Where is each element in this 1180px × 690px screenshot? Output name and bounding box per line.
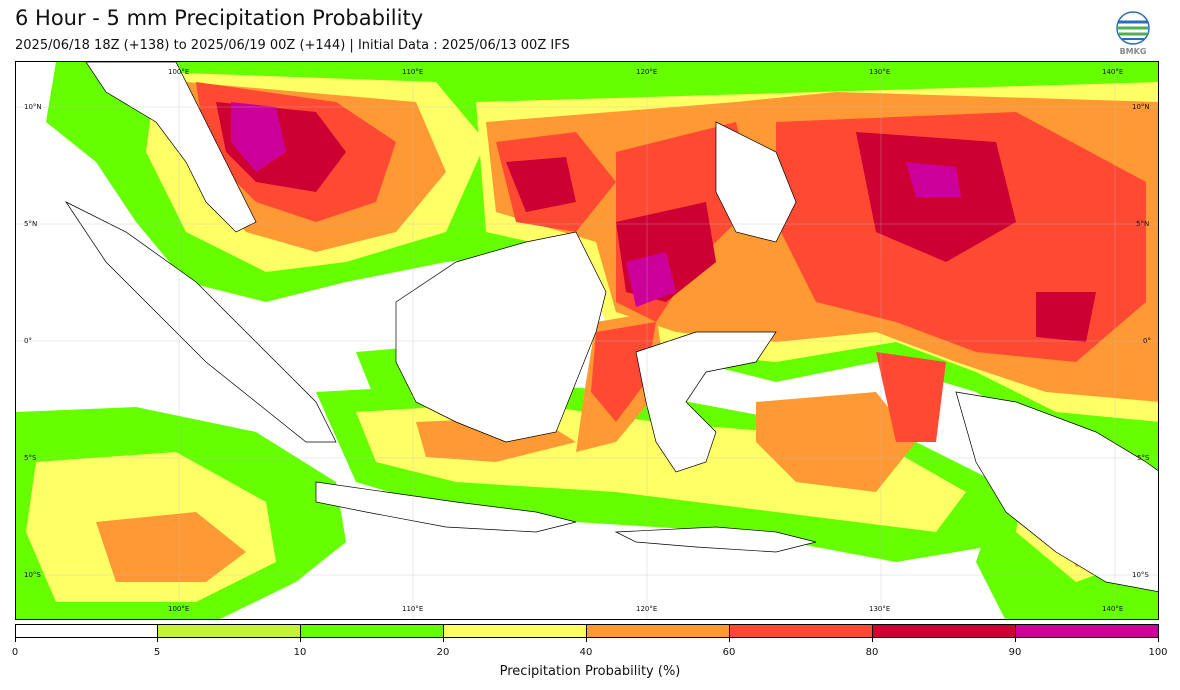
lat-label-left: 10°S (24, 571, 41, 579)
colorbar-segment (16, 625, 158, 637)
precipitation-map: 100°E 110°E 120°E 130°E 140°E 100°E 110°… (15, 61, 1159, 620)
page-subtitle: 2025/06/18 18Z (+138) to 2025/06/19 00Z … (15, 38, 570, 53)
colorbar-tick-label: 10 (293, 647, 307, 658)
lat-label-right: 10°S (1132, 571, 1149, 579)
lat-label-left: 0° (24, 337, 32, 345)
colorbar-tickmark (157, 638, 158, 642)
lon-label-top: 100°E (168, 68, 190, 76)
colorbar-tick-label: 5 (153, 647, 161, 658)
colorbar-axis-label: Precipitation Probability (%) (499, 664, 681, 679)
lat-label-left: 5°N (24, 220, 38, 228)
colorbar-segment (1016, 625, 1158, 637)
colorbar-tick-label: 100 (1148, 647, 1168, 658)
colorbar-tick-label: 60 (722, 647, 736, 658)
colorbar-tickmark (586, 638, 587, 642)
lat-label-left: 10°N (24, 103, 42, 111)
colorbar-tickmark (15, 638, 16, 642)
lon-label-bottom: 110°E (402, 605, 424, 613)
page-title: 6 Hour - 5 mm Precipitation Probability (15, 6, 424, 30)
lon-label-bottom: 120°E (636, 605, 658, 613)
colorbar-segment (301, 625, 444, 637)
colorbar-tick-label: 0 (11, 647, 19, 658)
lat-label-right: 0° (1143, 337, 1151, 345)
colorbar-tickmark (300, 638, 301, 642)
lat-label-left: 5°S (24, 454, 37, 462)
colorbar (15, 624, 1159, 638)
colorbar-tickmark (729, 638, 730, 642)
lon-label-bottom: 130°E (869, 605, 891, 613)
lon-label-bottom: 140°E (1102, 605, 1124, 613)
lon-label-top: 120°E (636, 68, 658, 76)
colorbar-segment (873, 625, 1016, 637)
lon-label-top: 110°E (402, 68, 424, 76)
colorbar-tickmark (1158, 638, 1159, 642)
lon-label-top: 140°E (1102, 68, 1124, 76)
svg-text:BMKG: BMKG (1120, 47, 1147, 56)
colorbar-tick-label: 20 (436, 647, 450, 658)
colorbar-segment (587, 625, 730, 637)
colorbar-tick-label: 80 (865, 647, 879, 658)
lat-label-right: 5°N (1136, 220, 1150, 228)
colorbar-segment (730, 625, 873, 637)
colorbar-tickmark (872, 638, 873, 642)
colorbar-tick-label: 90 (1008, 647, 1022, 658)
colorbar-tickmark (443, 638, 444, 642)
colorbar-segment (444, 625, 587, 637)
colorbar-segment (158, 625, 301, 637)
colorbar-tick-label: 40 (579, 647, 593, 658)
lat-label-right: 5°S (1137, 454, 1150, 462)
lat-label-right: 10°N (1132, 103, 1150, 111)
lon-label-bottom: 100°E (168, 605, 190, 613)
colorbar-tickmark (1015, 638, 1016, 642)
lon-label-top: 130°E (869, 68, 891, 76)
bmkg-logo: BMKG (1114, 10, 1152, 56)
